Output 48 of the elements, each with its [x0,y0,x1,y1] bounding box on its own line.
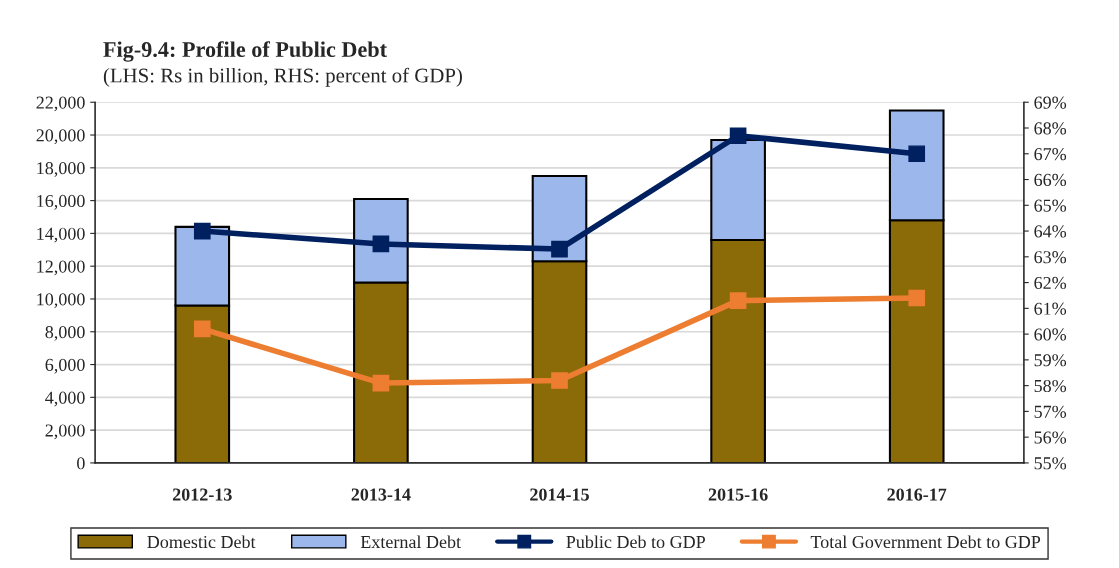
y-tick-label: 12,000 [37,260,85,276]
x-tick-label: 2015-16 [708,488,768,501]
point [908,145,926,163]
legend-label: External Debt [360,535,461,549]
point [729,292,747,309]
x-tick-label: 2014-15 [530,488,589,501]
point [729,127,747,145]
y2-tick-label: 64% [1034,225,1067,238]
x-tick-label: 2012-13 [172,488,232,501]
y-tick-label: 10,000 [37,293,85,309]
point [551,240,568,258]
x-tick-label: 2013-14 [351,488,411,501]
y-tick-label: 16,000 [37,194,85,210]
y2-tick-label: 60% [1034,328,1067,341]
y-tick-label: 22,000 [36,96,85,112]
y-tick-label: 14,000 [37,227,85,243]
y2-tick-label: 62% [1034,276,1067,290]
point [193,320,211,338]
y-tick-label: 2,000 [45,424,85,440]
legend-label: Total Government Debt to GDP [810,535,1041,549]
y2-tick-label: 58% [1034,379,1067,393]
y2-tick-label: 69% [1034,96,1067,109]
legend-label: Public Deb to GDP [566,535,705,549]
y2-tick-label: 65% [1034,199,1067,212]
point [908,289,926,307]
y2-tick-label: 59% [1034,354,1067,367]
x-tick-label: 2016-17 [887,488,947,501]
legend-label: Domestic Debt [147,535,256,549]
y2-tick-label: 63% [1034,251,1067,264]
y2-tick-label: 66% [1034,173,1067,187]
chart-title: Fig-9.4: Profile of Public Debt [103,41,387,62]
y-tick-label: 8,000 [45,326,85,341]
y2-tick-label: 68% [1034,122,1067,135]
y2-tick-label: 67% [1034,148,1067,161]
y2-tick-label: 57% [1034,405,1067,418]
point [372,374,390,392]
y2-tick-label: 56% [1034,431,1067,444]
chart-subtitle: (LHS: Rs in billion, RHS: percent of GDP) [103,67,462,87]
y2-tick-label: 55% [1034,457,1067,470]
point [551,372,568,389]
point [193,222,211,240]
y-tick-label: 6,000 [45,358,85,374]
y-tick-label: 18,000 [37,162,85,177]
y-tick-label: 20,000 [36,129,85,145]
y2-tick-label: 61% [1034,302,1067,315]
y-tick-label: 4,000 [45,391,85,407]
point [372,235,390,253]
y-tick-label: 0 [77,457,85,470]
